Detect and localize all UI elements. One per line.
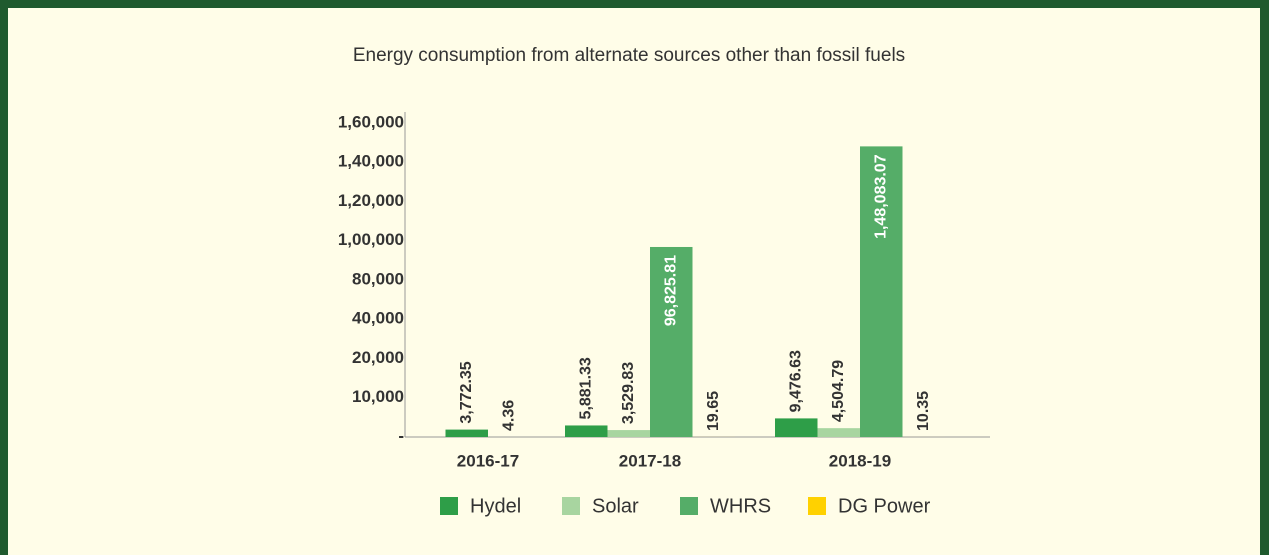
bar <box>860 146 903 438</box>
bar <box>565 425 608 437</box>
bar <box>607 430 650 437</box>
value-label: 3,772.35 <box>458 361 475 423</box>
y-tick-label: 1,60,000 <box>338 112 404 131</box>
y-tick-label: 1,20,000 <box>338 191 404 210</box>
value-label: 1,48,083.07 <box>872 154 889 239</box>
y-tick-label: 1,00,000 <box>338 230 404 249</box>
legend-label: WHRS <box>710 495 771 517</box>
legend-swatch <box>680 497 698 515</box>
x-tick-label: 2016-17 <box>457 451 519 470</box>
y-tick-label: 80,000 <box>352 269 404 288</box>
y-tick-label: 40,000 <box>352 309 404 328</box>
legend-label: Solar <box>592 495 639 517</box>
y-tick-label: 10,000 <box>352 387 404 406</box>
value-label: 96,825.81 <box>662 255 679 326</box>
bar <box>445 429 488 437</box>
value-label: 5,881.33 <box>577 357 594 419</box>
bar <box>775 418 818 437</box>
legend-swatch <box>440 497 458 515</box>
value-label: 19.65 <box>705 391 722 431</box>
y-tick-label: - <box>398 426 404 445</box>
legend-label: Hydel <box>470 495 521 517</box>
y-tick-label: 20,000 <box>352 348 404 367</box>
chart-title: Energy consumption from alternate source… <box>353 45 905 66</box>
bar <box>650 246 693 437</box>
legend-swatch <box>562 497 580 515</box>
value-label: 3,529.83 <box>620 362 637 424</box>
legend-label: DG Power <box>838 495 931 517</box>
value-label: 4,504.79 <box>830 360 847 422</box>
bar <box>817 428 860 437</box>
y-tick-label: 1,40,000 <box>338 152 404 171</box>
value-label: 10.35 <box>915 391 932 431</box>
value-label: 4.36 <box>500 400 517 431</box>
value-label: 9,476.63 <box>787 350 804 412</box>
x-tick-label: 2017-18 <box>619 451 681 470</box>
panel <box>8 8 1260 555</box>
legend-swatch <box>808 497 826 515</box>
x-tick-label: 2018-19 <box>829 451 891 470</box>
